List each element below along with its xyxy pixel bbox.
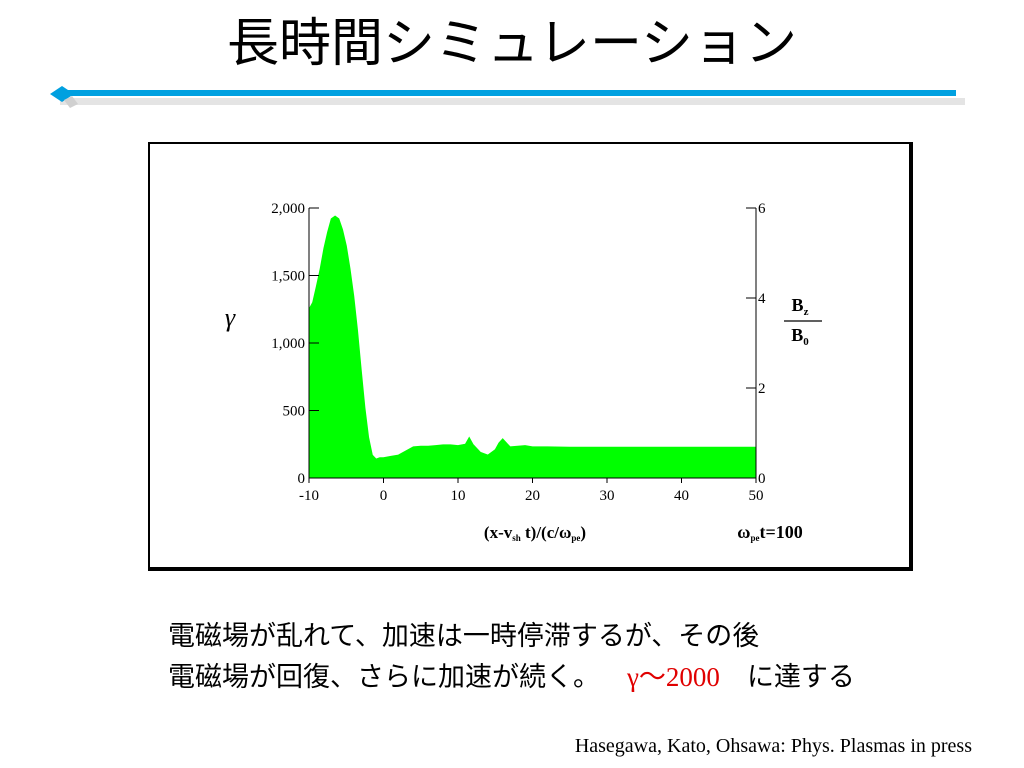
gamma-area-series (308, 215, 757, 479)
y2-axis-label-denominator: B0 (791, 325, 809, 348)
y2-tick-label: 6 (758, 201, 766, 217)
gamma-highlight: γ〜2000 (627, 662, 720, 692)
x-tick-label: 0 (380, 488, 388, 504)
x-tick-label: 30 (600, 488, 615, 504)
caption-line-2: 電磁場が回復、さらに加速が続く。 γ〜2000 に達する (168, 660, 855, 695)
y2-axis-label-numerator: Bz (792, 295, 809, 318)
y-tick-label: 1,500 (271, 269, 305, 285)
caption-line-1: 電磁場が乱れて、加速は一時停滞するが、その後 (168, 621, 760, 652)
chart-frame (148, 142, 913, 571)
x-tick-label: 40 (674, 488, 689, 504)
y-tick-label: 500 (283, 404, 306, 420)
y-tick-label: 2,000 (271, 201, 305, 217)
caption-line-2-suffix: に達する (746, 662, 855, 693)
y2-tick-label: 2 (758, 381, 766, 397)
citation: Hasegawa, Kato, Ohsawa: Phys. Plasmas in… (574, 735, 972, 757)
x-tick-label: -10 (299, 488, 319, 504)
y-tick-label: 0 (298, 471, 306, 487)
slide-title: 長時間シミュレーション (227, 14, 797, 74)
y-tick-label: 1,000 (271, 336, 305, 352)
y2-tick-label: 4 (758, 291, 766, 307)
caption-line-2-text: 電磁場が回復、さらに加速が続く。 (168, 662, 600, 693)
x-tick-label: 10 (451, 488, 466, 504)
title-underline (50, 86, 965, 108)
y-axis-label: γ (225, 303, 236, 332)
x-tick-label: 20 (525, 488, 540, 504)
x-tick-label: 50 (749, 488, 764, 504)
y2-tick-label: 0 (758, 471, 766, 487)
time-label: ωpet=100 (737, 522, 802, 543)
x-axis-label: (x-vsh t)/(c/ωpe) (484, 523, 586, 543)
